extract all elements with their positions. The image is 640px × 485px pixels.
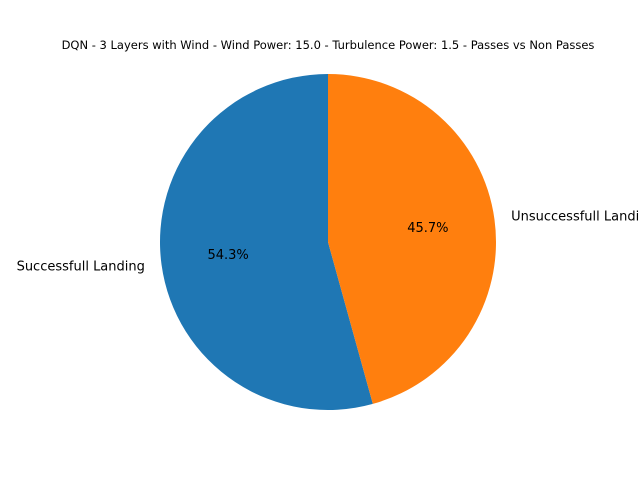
- pie-labels: Successfull Landing 54.3% Unsuccessfull La…: [17, 210, 640, 275]
- chart-title: DQN - 3 Layers with Wind - Wind Power: 1…: [62, 38, 595, 52]
- slice-percent-label-2: 45.7%: [407, 221, 448, 236]
- pie-slice-2: [328, 74, 497, 404]
- pie-slice-1: [160, 74, 373, 410]
- slice-label-1: Successfull Landing: [17, 259, 145, 274]
- slice-label-2: Unsuccessfull Landing: [511, 210, 640, 225]
- slice-percent-label-1: 54.3%: [207, 248, 248, 263]
- pie-slices: [160, 74, 497, 410]
